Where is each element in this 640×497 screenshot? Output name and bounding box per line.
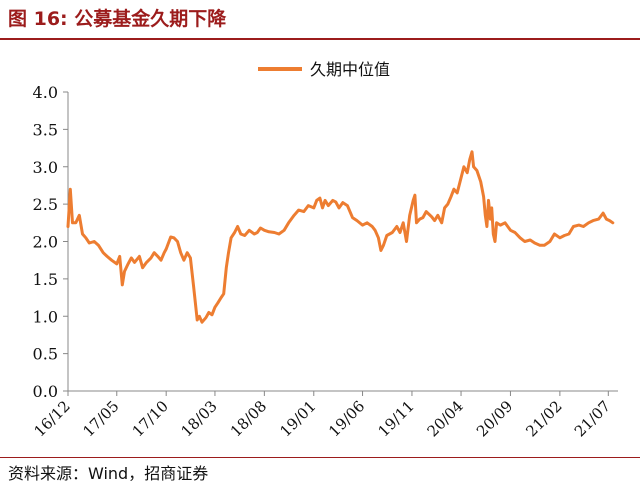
legend-label: 久期中位值 (310, 60, 390, 79)
y-tick-label: 2.5 (33, 195, 58, 214)
source-note: 资料来源：Wind，招商证券 (8, 464, 209, 483)
y-tick-label: 0.0 (33, 382, 58, 401)
x-tick-label: 19/11 (374, 397, 417, 440)
legend: 久期中位值 (258, 60, 390, 79)
x-tick-label: 20/04 (424, 397, 467, 440)
y-tick-label: 0.5 (33, 345, 58, 364)
x-ticks: 16/12 17/05 17/10 18/03 18/08 19/01 19/06 19/11… (31, 391, 614, 440)
y-tick-label: 1.0 (33, 307, 58, 326)
x-tick-label: 19/01 (276, 397, 319, 440)
y-tick-label: 2.0 (33, 233, 58, 252)
title-rule (0, 38, 640, 40)
figure-title: 图 16: 公募基金久期下降 (8, 8, 227, 30)
x-tick-label: 16/12 (31, 397, 74, 440)
y-tick-label: 4.0 (33, 83, 58, 102)
duration-line-chart: 久期中位值 0.00.51.01.52.02.53.03.54.0 16/12 1… (31, 60, 618, 440)
x-tick-label: 18/03 (177, 397, 220, 440)
x-tick-label: 18/08 (227, 397, 270, 440)
x-tick-label: 21/07 (571, 397, 614, 440)
source-rule (0, 457, 640, 458)
x-tick-label: 20/09 (473, 397, 516, 440)
x-tick-label: 17/05 (79, 397, 122, 440)
plot-area: 0.0 0.5 1.0 1.5 2.0 2.5 3.0 3.5 4.0 16/12 17/05 17… (31, 83, 618, 440)
y-ticks: 0.0 0.5 1.0 1.5 2.0 2.5 3.0 3.5 4.0 (33, 83, 68, 401)
series-line-duration-median (66, 150, 615, 324)
y-tick-label: 3.5 (33, 120, 58, 139)
x-tick-label: 17/10 (129, 397, 172, 440)
x-tick-label: 19/06 (325, 397, 368, 440)
y-tick-label: 1.5 (33, 270, 58, 289)
y-tick-label: 3.0 (33, 158, 58, 177)
x-tick-label: 21/02 (522, 397, 565, 440)
